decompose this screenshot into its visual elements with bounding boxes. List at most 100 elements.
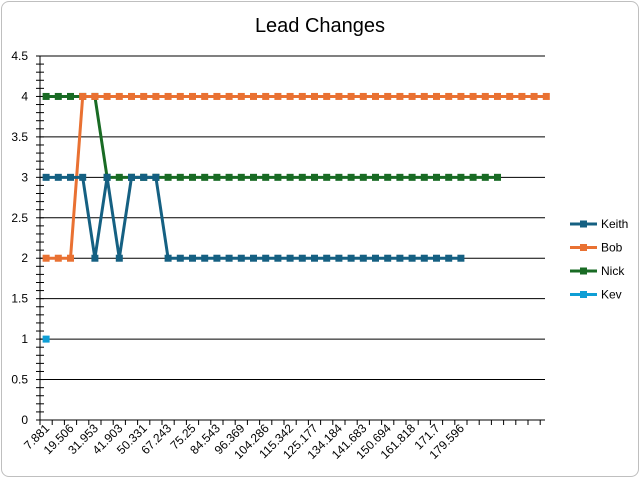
data-point	[347, 92, 355, 100]
legend-label: Nick	[601, 264, 625, 278]
data-point	[494, 92, 501, 100]
data-point	[79, 92, 87, 100]
data-point	[262, 173, 270, 181]
data-point	[42, 173, 50, 181]
data-point	[250, 92, 257, 100]
y-tick-label: 1	[21, 332, 28, 346]
data-point	[250, 173, 257, 181]
data-point	[506, 92, 514, 100]
data-point	[176, 92, 184, 100]
data-point	[396, 254, 404, 262]
data-point	[335, 173, 343, 181]
gridlines	[40, 55, 545, 381]
data-point	[396, 173, 404, 181]
data-point	[164, 173, 172, 181]
data-point	[128, 92, 135, 100]
data-point	[433, 254, 440, 262]
data-point	[262, 92, 270, 100]
legend-label: Bob	[601, 241, 623, 255]
data-point	[213, 92, 221, 100]
y-tick-label: 0.5	[11, 373, 28, 387]
data-point	[54, 254, 62, 262]
data-point	[54, 92, 62, 100]
data-point	[128, 173, 135, 181]
series-group	[42, 92, 550, 343]
data-point	[311, 254, 318, 262]
data-point	[140, 92, 148, 100]
data-point	[457, 254, 465, 262]
data-point	[530, 92, 538, 100]
series-kev	[42, 335, 50, 343]
data-point	[176, 254, 184, 262]
data-point	[176, 173, 184, 181]
data-point	[67, 254, 74, 262]
data-point	[408, 173, 416, 181]
data-point	[457, 92, 465, 100]
legend: Keith Bob Nick Kev	[570, 217, 628, 302]
data-point	[347, 254, 355, 262]
data-point	[335, 92, 343, 100]
legend-item-bob: Bob	[570, 241, 623, 255]
data-point	[164, 254, 172, 262]
data-point	[298, 254, 306, 262]
data-point	[433, 92, 440, 100]
data-point	[250, 254, 257, 262]
legend-swatch-marker	[580, 220, 587, 228]
data-point	[115, 92, 123, 100]
data-point	[384, 173, 392, 181]
data-point	[469, 173, 477, 181]
data-point	[91, 254, 99, 262]
data-point	[372, 173, 379, 181]
data-point	[359, 92, 367, 100]
data-point	[67, 92, 74, 100]
legend-item-keith: Keith	[570, 217, 628, 231]
y-tick-label: 2	[21, 251, 28, 265]
data-point	[103, 173, 111, 181]
data-point	[225, 254, 233, 262]
data-point	[335, 254, 343, 262]
data-point	[237, 173, 245, 181]
legend-item-nick: Nick	[570, 264, 625, 278]
data-point	[481, 173, 489, 181]
data-point	[201, 254, 209, 262]
data-point	[201, 92, 209, 100]
data-point	[481, 92, 489, 100]
data-point	[237, 254, 245, 262]
data-point	[298, 173, 306, 181]
data-point	[286, 92, 294, 100]
legend-swatch-marker	[580, 244, 587, 251]
data-point	[384, 92, 392, 100]
data-point	[323, 254, 331, 262]
legend-item-kev: Kev	[570, 288, 622, 302]
y-tick-label: 1.5	[11, 292, 28, 306]
data-point	[237, 92, 245, 100]
y-tick-label: 4	[21, 89, 28, 103]
legend-label: Keith	[601, 217, 628, 231]
data-point	[115, 254, 123, 262]
data-point	[274, 92, 282, 100]
data-point	[115, 173, 123, 181]
data-point	[103, 92, 111, 100]
legend-swatch-marker	[580, 267, 587, 275]
y-tick-label: 4.5	[11, 49, 28, 63]
data-point	[542, 92, 550, 100]
data-point	[408, 92, 416, 100]
data-point	[286, 254, 294, 262]
data-point	[298, 92, 306, 100]
data-point	[372, 254, 379, 262]
data-point	[469, 92, 477, 100]
data-point	[311, 92, 318, 100]
data-point	[164, 92, 172, 100]
data-point	[372, 92, 379, 100]
data-point	[311, 173, 318, 181]
data-point	[201, 173, 209, 181]
series-bob	[42, 92, 550, 262]
data-point	[445, 173, 453, 181]
data-point	[445, 254, 453, 262]
y-tick-label: 2.5	[11, 211, 28, 225]
data-point	[91, 92, 99, 100]
data-point	[140, 173, 148, 181]
data-point	[54, 173, 62, 181]
